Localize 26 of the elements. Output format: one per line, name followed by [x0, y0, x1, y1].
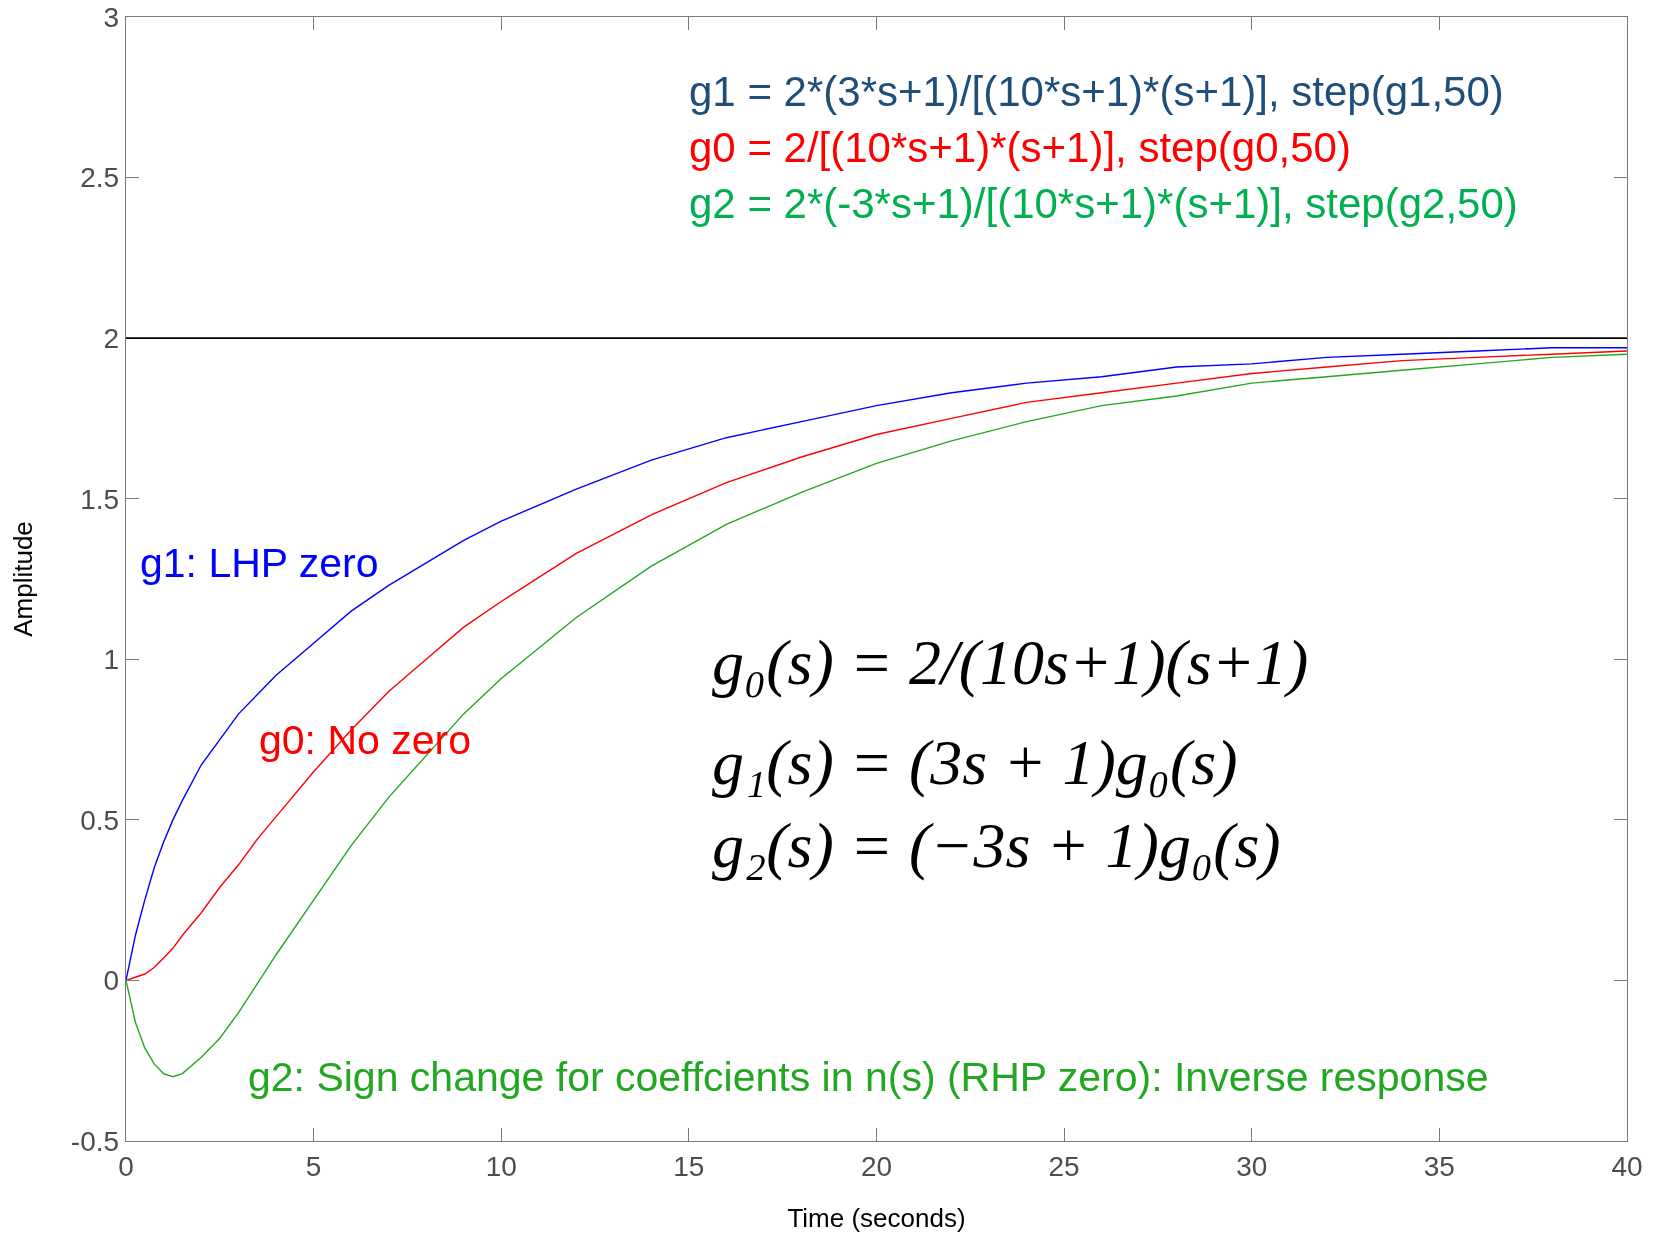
x-tick-label: 5 [305, 1150, 322, 1182]
series-label: g2: Sign change for coeffcients in n(s) (RHP zero): Inverse response [248, 1054, 1489, 1100]
y-tick-label: 1.5 [80, 483, 120, 515]
y-tick-label: 3 [103, 1, 120, 33]
x-tick-label: 40 [1611, 1150, 1643, 1182]
series-label: g1: LHP zero [140, 540, 379, 586]
y-axis-title: Amplitude [8, 521, 39, 637]
y-tick-label: 0 [103, 965, 120, 997]
y-tick-label: -0.5 [70, 1125, 120, 1157]
x-tick-label: 30 [1236, 1150, 1268, 1182]
annotation: g0 = 2/[(10*s+1)*(s+1)], step(g0,50) [689, 124, 1351, 171]
y-tick-label: 2 [103, 322, 120, 354]
x-tick-label: 10 [485, 1150, 517, 1182]
y-tick-label: 2.5 [80, 162, 120, 194]
y-tick-label: 0.5 [80, 804, 120, 836]
x-tick-label: 20 [860, 1150, 893, 1182]
x-tick-label: 25 [1048, 1150, 1080, 1182]
x-tick-label: 35 [1423, 1150, 1455, 1182]
annotation: g₀(s) = 2/(10s+1)(s+1) [712, 627, 1309, 698]
y-tick-label: 1 [103, 644, 120, 676]
x-tick-label: 15 [673, 1150, 705, 1182]
annotation: g₂(s) = (−3s + 1)g₀(s) [712, 810, 1281, 881]
x-axis-title: Time (seconds) [787, 1203, 966, 1233]
annotation: g2 = 2*(-3*s+1)/[(10*s+1)*(s+1)], step(g2,50) [689, 180, 1518, 227]
annotation: g1 = 2*(3*s+1)/[(10*s+1)*(s+1)], step(g1,50) [689, 68, 1504, 115]
annotation: g₁(s) = (3s + 1)g₀(s) [712, 727, 1238, 798]
